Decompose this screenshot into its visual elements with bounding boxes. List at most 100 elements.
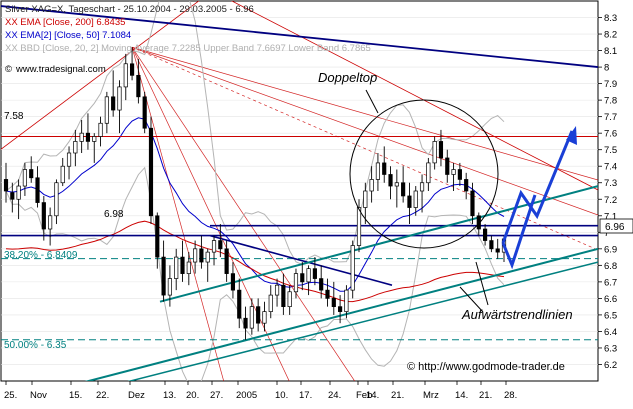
trendline-mid [127, 261, 598, 381]
candle [344, 289, 349, 312]
godmode-credit: © http://www.godmode-trader.de [407, 361, 565, 373]
bollinger-bands [5, 1, 505, 381]
overlay-annotations [349, 89, 577, 313]
candle [438, 141, 444, 159]
candle [3, 179, 9, 192]
x-tick-label: 2005 [236, 390, 257, 401]
x-tick-label: 21. [479, 390, 492, 401]
candle [10, 192, 15, 200]
candle [388, 174, 393, 187]
y-tick-label: 7.6 [604, 129, 617, 140]
candle [199, 248, 204, 263]
candle [325, 289, 330, 299]
candle [218, 240, 223, 250]
plot-area [0, 0, 599, 382]
double-top-circle [349, 99, 499, 249]
candle [249, 306, 254, 329]
x-tick-label: Mrz [423, 390, 439, 401]
candle [394, 182, 399, 187]
ema-lines [5, 117, 505, 303]
candle [73, 141, 78, 154]
candle [470, 190, 475, 217]
fan-line [131, 47, 225, 381]
x-tick-label: 13. [163, 390, 176, 401]
candle [457, 169, 462, 180]
candle [60, 165, 65, 184]
y-tick-label: 6.8 [604, 261, 617, 272]
x-tick-label: 20. [186, 390, 199, 401]
candle [79, 132, 84, 142]
candles [3, 47, 507, 340]
y-tick-label: 6.6 [604, 294, 617, 305]
y-tick-label: 7.3 [604, 178, 617, 189]
candle [148, 127, 154, 217]
candle [174, 256, 179, 279]
candle [350, 245, 355, 291]
candle [281, 284, 286, 308]
candle [85, 132, 91, 142]
y-tick-label: 7.7 [604, 112, 617, 123]
horizontal-levels [1, 5, 598, 341]
x-tick-label: 17. [299, 390, 312, 401]
candle [274, 284, 280, 296]
candle [92, 136, 97, 142]
candle [129, 63, 135, 76]
candle [111, 96, 116, 111]
candle [432, 141, 437, 164]
legend-row-3: XX EMA[2] [Close, 50] 7.1084 [5, 30, 131, 41]
legend-source: www.tradesignal.com [15, 64, 106, 75]
candle [54, 182, 59, 217]
double-top-pointer [365, 89, 379, 114]
projection-up [501, 130, 574, 244]
trend-pointer-a [459, 286, 484, 313]
candle [66, 152, 72, 167]
support-fan [1, 1, 200, 150]
legend-row-1: Silver XAG=X, Tageschart - 25.10.2004 - … [5, 4, 254, 15]
x-tick-label: 22. [96, 390, 109, 401]
candle [268, 294, 273, 312]
candle [161, 256, 166, 296]
x-tick-label: 25. [4, 390, 17, 401]
candle [483, 228, 488, 241]
candle [356, 207, 362, 246]
candle [180, 256, 185, 274]
candle [205, 251, 210, 263]
candle [104, 96, 109, 124]
uptrend-label: Aufwärtstrendlinien [461, 307, 573, 322]
candle [495, 248, 500, 253]
candle [123, 63, 128, 88]
candle [29, 169, 34, 179]
y-tick-label: 7.4 [604, 162, 617, 173]
candle [489, 240, 494, 250]
legend-row-4: XX BBD [Close, 20, 2] Moving Average 7.2… [5, 43, 371, 54]
candle [287, 291, 292, 308]
candle [464, 179, 469, 192]
candle [136, 74, 141, 98]
candle [363, 190, 368, 208]
candle [262, 311, 267, 324]
candle [230, 273, 236, 291]
x-tick-label: Feb [356, 390, 372, 401]
trendline-lower [84, 247, 598, 381]
copyright-icon: © [5, 64, 12, 75]
trend-pointer-b [475, 261, 489, 306]
candle [142, 96, 147, 129]
bollinger-upper [5, 1, 505, 266]
candle [224, 248, 229, 274]
y-tick-label: 8.1 [604, 46, 617, 57]
y-tick-label: 7.2 [604, 195, 617, 206]
candle [186, 261, 191, 274]
candle [167, 278, 172, 296]
projection-arrowhead [566, 126, 577, 145]
resistance-fan [231, 1, 598, 191]
candle [419, 182, 425, 192]
x-tick-label: 15. [69, 390, 82, 401]
y-tick-label: 6.7 [604, 277, 617, 288]
candle [300, 273, 305, 283]
long-resistance [1, 5, 598, 68]
y-tick-label: 8 [604, 63, 609, 74]
legend: Silver XAG=X, Tageschart - 25.10.2004 - … [5, 4, 371, 75]
level-label-500: 50.00% - 6.35 [4, 340, 67, 351]
candle [426, 162, 431, 184]
